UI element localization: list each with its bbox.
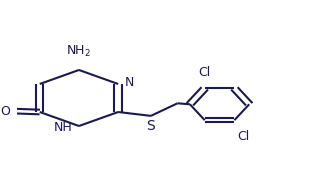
Text: Cl: Cl [199, 66, 211, 79]
Text: O: O [0, 104, 10, 118]
Text: N: N [125, 76, 134, 89]
Text: Cl: Cl [238, 130, 250, 143]
Text: S: S [147, 119, 155, 133]
Text: NH$_2$: NH$_2$ [66, 44, 91, 59]
Text: NH: NH [53, 122, 72, 134]
